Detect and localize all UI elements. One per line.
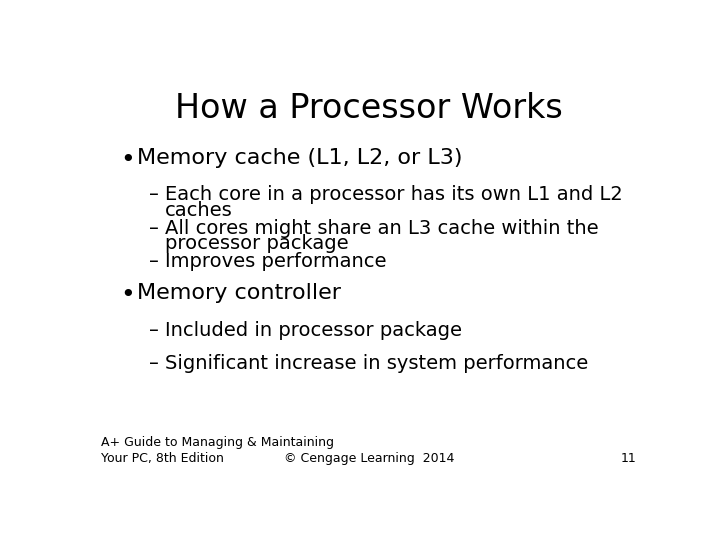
Text: 11: 11 [621, 452, 637, 465]
Text: All cores might share an L3 cache within the: All cores might share an L3 cache within… [166, 219, 599, 238]
Text: •: • [121, 283, 135, 307]
Text: Memory controller: Memory controller [138, 283, 341, 303]
Text: How a Processor Works: How a Processor Works [175, 92, 563, 125]
Text: –: – [148, 219, 158, 238]
Text: caches: caches [166, 201, 233, 220]
Text: Improves performance: Improves performance [166, 252, 387, 271]
Text: A+ Guide to Managing & Maintaining
Your PC, 8th Edition: A+ Guide to Managing & Maintaining Your … [101, 436, 334, 465]
Text: Memory cache (L1, L2, or L3): Memory cache (L1, L2, or L3) [138, 148, 463, 168]
Text: –: – [148, 252, 158, 271]
Text: –: – [148, 321, 158, 340]
Text: –: – [148, 185, 158, 204]
Text: –: – [148, 354, 158, 373]
Text: •: • [121, 148, 135, 172]
Text: processor package: processor package [166, 234, 349, 253]
Text: Significant increase in system performance: Significant increase in system performan… [166, 354, 588, 373]
Text: Each core in a processor has its own L1 and L2: Each core in a processor has its own L1 … [166, 185, 623, 204]
Text: Included in processor package: Included in processor package [166, 321, 462, 340]
Text: © Cengage Learning  2014: © Cengage Learning 2014 [284, 452, 454, 465]
